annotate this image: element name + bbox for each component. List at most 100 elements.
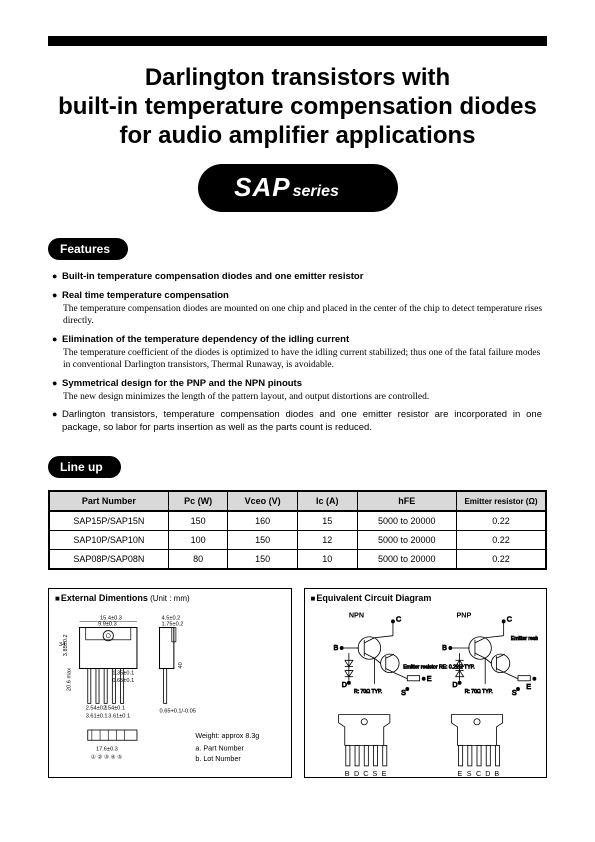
pin: S — [372, 770, 377, 778]
feature-head: Symmetrical design for the PNP and the N… — [62, 378, 302, 389]
td: 15 — [297, 511, 357, 531]
th: Pc (W) — [168, 491, 228, 511]
feature-item: ●Elimination of the temperature dependen… — [52, 334, 543, 372]
note-b: b. Lot Number — [195, 755, 241, 763]
th: Emitter resistor (Ω) — [456, 491, 546, 511]
td: 100 — [168, 531, 228, 550]
dim-label: 40 — [178, 662, 184, 668]
weight-note: Weight: approx 8.3g — [195, 732, 259, 740]
svg-text:D: D — [452, 681, 457, 689]
panels: ■External Dimentions (Unit : mm) 15.4±0.… — [48, 588, 547, 778]
td: 150 — [228, 550, 298, 570]
th: Vceo (V) — [228, 491, 298, 511]
th: hFE — [357, 491, 456, 511]
th: Ic (A) — [297, 491, 357, 511]
series-badge: SAPseries — [198, 164, 398, 212]
th: Part Number — [49, 491, 168, 511]
td: 160 — [228, 511, 298, 531]
badge-main: SAP — [234, 172, 290, 202]
svg-text:B: B — [442, 644, 447, 652]
feature-desc: The new design minimizes the length of t… — [63, 391, 543, 403]
svg-text:E: E — [526, 683, 531, 691]
pin: B — [494, 770, 499, 778]
top-bar — [48, 36, 547, 46]
td: 5000 to 20000 — [357, 511, 456, 531]
td: 12 — [297, 531, 357, 550]
svg-text:C: C — [396, 616, 401, 624]
title-line-1: Darlington transistors with — [145, 64, 450, 91]
td: SAP15P/SAP15N — [49, 511, 168, 531]
dim-label: 4.5±0.2 — [162, 615, 181, 621]
pin: C — [363, 770, 368, 778]
td: 80 — [168, 550, 228, 570]
square-icon: ■ — [311, 594, 316, 603]
table-row: SAP15P/SAP15N 150 160 15 5000 to 20000 0… — [49, 511, 546, 531]
svg-text:S: S — [511, 689, 516, 697]
td: SAP10P/SAP10N — [49, 531, 168, 550]
dim-label: 0.65+0.1/-0.05 — [160, 709, 196, 715]
dim-label: 9.9±0.3 — [98, 622, 117, 628]
td: 0.22 — [456, 511, 546, 531]
svg-text:S: S — [401, 689, 406, 697]
main-title: Darlington transistors with built-in tem… — [48, 64, 547, 150]
panel-unit: (Unit : mm) — [150, 594, 190, 603]
td: 150 — [168, 511, 228, 531]
dimensions-drawing: 15.4±0.3 9.9±0.3 34 3.85±0.2 1.35±0.1 0.… — [57, 607, 283, 781]
feature-head: Built-in temperature compensation diodes… — [62, 271, 363, 282]
table-row: SAP08P/SAP08N 80 150 10 5000 to 20000 0.… — [49, 550, 546, 570]
td: 0.22 — [456, 531, 546, 550]
pnp-label: PNP — [456, 611, 471, 619]
pin: D — [354, 770, 359, 778]
feature-text: Darlington transistors, temperature comp… — [62, 409, 542, 434]
svg-text:E: E — [426, 675, 431, 683]
features-list: ●Built-in temperature compensation diode… — [48, 271, 547, 456]
svg-text:Emitter resistor RE: 0.22Ω TYP: Emitter resistor RE: 0.22Ω TYP. — [510, 636, 538, 642]
svg-text:R: 70Ω TYP.: R: 70Ω TYP. — [354, 689, 382, 695]
bullet-icon: ● — [52, 271, 62, 283]
pin: E — [457, 770, 462, 778]
bullet-icon: ● — [52, 334, 62, 346]
td: 5000 to 20000 — [357, 550, 456, 570]
bullet-icon: ● — [52, 378, 62, 390]
panel-title: External Dimentions — [61, 593, 148, 603]
pin-numbers: ① ② ③ ④ ⑤ — [91, 754, 122, 761]
dim-label: 0.65±0.1 — [112, 678, 134, 684]
bullet-icon: ● — [52, 409, 62, 421]
npn-label: NPN — [348, 611, 363, 619]
td: 5000 to 20000 — [357, 531, 456, 550]
dim-label: 3.85±0.2 — [63, 635, 69, 657]
feature-head: Darlington transistors, temperature comp… — [62, 409, 542, 420]
feature-head: Real time temperature compensation — [62, 290, 229, 301]
title-line-3: for audio amplifier applications — [119, 122, 475, 149]
dim-label: 1.35±0.1 — [112, 671, 134, 677]
lineup-table: Part Number Pc (W) Vceo (V) Ic (A) hFE E… — [48, 490, 547, 570]
dim-label: 3.61±0.1 — [86, 714, 108, 720]
dimensions-panel: ■External Dimentions (Unit : mm) 15.4±0.… — [48, 588, 292, 778]
feature-head: Elimination of the temperature dependenc… — [62, 334, 349, 345]
svg-text:D: D — [341, 681, 346, 689]
pin: D — [485, 770, 490, 778]
td: 10 — [297, 550, 357, 570]
features-section: Features ●Built-in temperature compensat… — [48, 238, 547, 456]
table-header-row: Part Number Pc (W) Vceo (V) Ic (A) hFE E… — [49, 491, 546, 511]
feature-desc: The temperature compensation diodes are … — [63, 303, 543, 328]
dim-label: 3.61±0.1 — [108, 714, 130, 720]
circuit-panel: ■Equivalent Circuit Diagram NPN PNP C B — [304, 588, 548, 778]
feature-item: ●Darlington transistors, temperature com… — [52, 409, 543, 434]
features-pill: Features — [48, 238, 128, 260]
dim-label: 1.75±0.2 — [162, 622, 184, 628]
dim-label: 20.6 max — [66, 668, 72, 691]
td: SAP08P/SAP08N — [49, 550, 168, 570]
note-a: a. Part Number — [195, 745, 244, 753]
lineup-section: Line up Part Number Pc (W) Vceo (V) Ic (… — [48, 456, 547, 570]
square-icon: ■ — [55, 594, 60, 603]
pin: B — [344, 770, 349, 778]
svg-text:C: C — [506, 616, 511, 624]
circuit-drawing: NPN PNP C B — [313, 607, 539, 781]
dim-label: 15.4±0.3 — [100, 615, 122, 621]
svg-text:B: B — [333, 644, 338, 652]
td: 150 — [228, 531, 298, 550]
svg-text:Emitter resistor RE: 0.22Ω TYP: Emitter resistor RE: 0.22Ω TYP. — [403, 665, 475, 671]
dim-label: 17.6±0.3 — [96, 747, 118, 753]
bullet-icon: ● — [52, 290, 62, 302]
